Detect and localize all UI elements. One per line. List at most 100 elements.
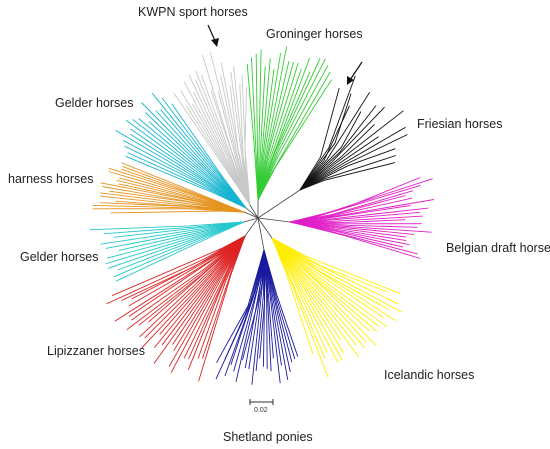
label-friesian: Friesian horses xyxy=(417,117,503,131)
tree-leaf-branch xyxy=(299,110,404,191)
arrow-kwpn-head xyxy=(211,38,219,47)
tree-leaf-branch xyxy=(299,105,350,191)
tree-leaf-branch xyxy=(171,103,247,209)
label-harness: harness horses xyxy=(8,172,94,186)
tree-leaf-branch xyxy=(271,237,384,318)
tree-leaf-branch xyxy=(202,54,251,206)
clade-shetland-ponies xyxy=(215,249,299,385)
tree-leaf-branch xyxy=(215,249,265,380)
tree-leaf-branch xyxy=(299,126,406,191)
tree-leaf-branch xyxy=(299,75,356,191)
label-icelandic: Icelandic horses xyxy=(384,368,475,382)
tree-leaf-branch xyxy=(299,162,396,191)
tree-leaf-branch xyxy=(138,118,247,209)
clade-groninger-horses xyxy=(246,46,332,201)
internal-branch xyxy=(257,217,273,239)
arrow-groninger xyxy=(347,61,363,85)
arrow-groninger-shaft xyxy=(349,61,363,81)
tree-leaf-branch xyxy=(271,237,314,355)
arrow-groninger-head xyxy=(347,76,354,85)
scale-bar xyxy=(249,399,274,405)
label-kwpn: KWPN sport horses xyxy=(138,5,248,19)
tree-leaf-branch xyxy=(115,130,247,209)
tree-leaf-branch xyxy=(257,71,311,201)
tree-leaf-branch xyxy=(299,123,375,191)
label-gelder-upper: Gelder horses xyxy=(55,96,134,110)
clade-harness-horses xyxy=(92,162,245,214)
label-gelder-lower: Gelder horses xyxy=(20,250,99,264)
clade-lipizzaner-horses xyxy=(106,235,246,382)
tree-leaf-branch xyxy=(257,49,262,201)
tree-leaf-branch xyxy=(124,145,247,209)
tree-internal-branches xyxy=(243,189,301,251)
tree-leaf-branch xyxy=(299,105,377,191)
tree-leaf-branch xyxy=(271,237,379,327)
tree-leaf-branch xyxy=(105,221,245,265)
tree-leaf-branch xyxy=(130,133,247,209)
tree-leaf-branch xyxy=(244,86,251,206)
tree-leaf-branch xyxy=(126,235,246,331)
internal-branch xyxy=(244,217,259,237)
internal-branch xyxy=(257,189,301,219)
tree-leaf-branch xyxy=(299,91,371,191)
tree-leaf-branch xyxy=(257,64,329,201)
internal-branch xyxy=(257,217,291,223)
tree-leaf-branch xyxy=(271,237,344,353)
tree-leaf-branch xyxy=(131,235,246,321)
internal-branch xyxy=(257,217,265,251)
label-shetland: Shetland ponies xyxy=(223,430,313,444)
tree-leaf-branch xyxy=(257,61,294,201)
tree-leaf-branch xyxy=(246,63,259,201)
clade-belgian-draft-horses xyxy=(289,177,435,259)
internal-branch xyxy=(243,217,259,223)
tree-leaf-branch xyxy=(138,235,246,326)
tree-leaf-branch xyxy=(89,221,245,231)
clade-kwpn-sport-horses xyxy=(173,51,251,206)
tree-leaf-branch xyxy=(299,93,352,191)
internal-branch xyxy=(249,204,259,219)
label-lipizzaner: Lipizzaner horses xyxy=(47,344,145,358)
tree-leaf-branch xyxy=(121,162,245,213)
tree-leaf-branch xyxy=(271,237,388,328)
clade-gelder-horses-upper xyxy=(115,93,247,209)
tree-leaf-branch xyxy=(299,111,362,191)
tree-leaf-branch xyxy=(105,221,245,249)
tree-leaf-branch xyxy=(271,237,378,332)
tree-leaf-branch xyxy=(155,110,247,209)
tree-leaf-branch xyxy=(229,85,251,206)
arrow-kwpn xyxy=(207,24,219,47)
clade-friesian-horses xyxy=(299,75,408,191)
tree-leaf-branch xyxy=(173,235,246,351)
tree-leaf-branch xyxy=(289,221,418,228)
clade-gelder-horses-lower xyxy=(89,221,245,282)
tree-leaf-branch xyxy=(257,79,332,201)
tree-leaf-branch xyxy=(110,210,245,214)
tree-leaf-branch xyxy=(104,221,245,235)
clade-icelandic-horses xyxy=(271,237,403,378)
tree-leaf-branch xyxy=(299,134,408,191)
internal-branch xyxy=(245,207,259,219)
tree-leaf-branch xyxy=(299,136,379,191)
tree-leaf-branch xyxy=(111,235,246,297)
tree-leaf-branch xyxy=(299,148,396,191)
tree-leaf-branch xyxy=(271,237,365,348)
tree-leaf-branch xyxy=(187,235,246,370)
scale-bar-label: 0.02 xyxy=(254,407,268,414)
tree-leaf-branch xyxy=(289,221,421,259)
tree-branches xyxy=(89,46,435,385)
tree-leaf-branch xyxy=(141,102,247,209)
tree-leaf-branch xyxy=(257,58,321,201)
tree-leaf-branch xyxy=(257,53,282,201)
tree-leaf-branch xyxy=(299,87,340,191)
tree-leaf-branch xyxy=(271,237,403,313)
tree-leaf-branch xyxy=(121,235,246,301)
label-groninger: Groninger horses xyxy=(266,27,363,41)
internal-branch xyxy=(243,211,259,219)
tree-leaf-branch xyxy=(117,221,245,271)
tree-leaf-branch xyxy=(168,235,246,368)
tree-leaf-branch xyxy=(271,237,357,346)
tree-leaf-branch xyxy=(216,249,265,363)
tree-leaf-branch xyxy=(271,237,359,358)
